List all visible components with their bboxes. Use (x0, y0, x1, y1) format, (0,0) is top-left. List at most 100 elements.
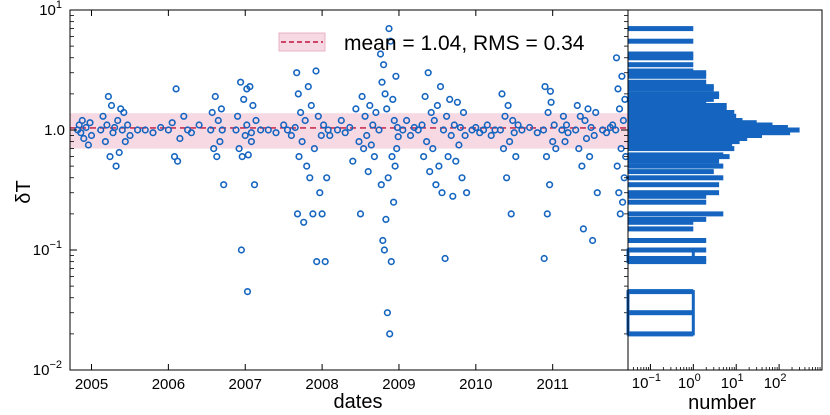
data-point (501, 112, 509, 120)
data-point (393, 145, 401, 153)
data-point (337, 116, 345, 125)
data-point (257, 126, 265, 134)
histogram-bar (628, 86, 714, 92)
histogram-bar (628, 238, 707, 243)
data-point (104, 92, 112, 101)
hist-x-tick-label: 102 (764, 372, 787, 392)
data-point (459, 108, 468, 117)
histogram-bar (628, 38, 694, 44)
histogram-bar (628, 216, 707, 222)
data-point (426, 168, 434, 176)
data-point (506, 138, 514, 146)
data-point (99, 112, 107, 120)
data-point (363, 131, 371, 140)
histogram-bar (628, 133, 762, 138)
scatter-frame (69, 9, 629, 371)
data-point (301, 116, 309, 125)
data-point (389, 95, 397, 103)
data-point (540, 254, 548, 263)
x-tick-label: 2008 (305, 376, 338, 393)
histogram-frame (627, 9, 823, 371)
data-point (121, 138, 129, 146)
data-point (180, 112, 188, 120)
data-point (547, 98, 555, 106)
data-point (237, 246, 245, 254)
data-point (414, 126, 422, 134)
data-point (214, 116, 222, 125)
histogram-bar (628, 127, 800, 133)
data-point (380, 246, 389, 254)
histogram-bar (628, 139, 740, 145)
data-point (355, 138, 363, 146)
data-point (399, 126, 407, 134)
data-point (280, 121, 288, 129)
data-point (584, 105, 592, 113)
data-point (406, 131, 415, 140)
data-point (367, 141, 375, 149)
histogram-bar (628, 193, 707, 199)
data-point (561, 138, 569, 146)
hist-x-tick-label: 100 (678, 372, 701, 392)
scatter-panel: 2005 2006 2007 2008 2009 2010 2011 10−2 10−1 1.0… (13, 0, 630, 413)
data-point (592, 108, 600, 117)
data-point (372, 108, 380, 117)
data-point (249, 101, 257, 110)
histogram-bar (628, 142, 733, 148)
data-point (518, 126, 526, 134)
data-point (381, 90, 389, 98)
data-point (300, 218, 308, 226)
data-point (243, 121, 251, 129)
data-point (247, 138, 255, 146)
histogram-bar (628, 175, 724, 181)
data-point (503, 174, 511, 182)
data-point (240, 95, 248, 103)
data-point (306, 174, 314, 182)
histogram-bar (628, 158, 720, 164)
data-point (573, 101, 581, 110)
data-point (126, 131, 134, 140)
data-point (213, 153, 221, 161)
data-point (525, 123, 534, 132)
data-point (243, 288, 252, 296)
histogram-bar (628, 106, 727, 112)
histogram-bar (628, 169, 714, 175)
data-point (164, 126, 172, 134)
data-point (581, 116, 589, 125)
data-point (429, 145, 437, 153)
histogram-bar (628, 110, 735, 115)
data-point (588, 236, 597, 245)
data-point (356, 210, 365, 218)
data-point (298, 138, 306, 146)
data-point (264, 126, 272, 134)
data-point (449, 192, 457, 200)
data-point (453, 98, 462, 106)
data-point (244, 151, 252, 159)
data-point (433, 101, 442, 110)
histogram-bar (628, 199, 707, 205)
data-point (216, 138, 224, 146)
data-point (377, 181, 385, 189)
data-point (441, 254, 449, 263)
data-point (427, 108, 435, 117)
y-tick-label: 101 (39, 0, 62, 19)
data-point (168, 119, 176, 127)
data-point (602, 129, 611, 137)
data-point (234, 112, 242, 120)
data-point (120, 108, 128, 117)
x-tick-label: 2011 (537, 376, 569, 393)
data-point (238, 153, 246, 161)
data-point (564, 129, 572, 137)
data-point (430, 116, 438, 125)
data-point (376, 50, 385, 58)
x-axis-ticks: 2005 2006 2007 2008 2009 2010 2011 (75, 10, 569, 393)
data-point (432, 181, 440, 189)
data-point (309, 210, 317, 218)
data-point (366, 101, 374, 110)
data-point (106, 153, 114, 161)
data-point (461, 131, 469, 140)
x-tick-label: 2006 (152, 376, 185, 393)
data-point (307, 101, 315, 110)
data-point (250, 181, 259, 189)
histogram-bar (628, 51, 694, 57)
